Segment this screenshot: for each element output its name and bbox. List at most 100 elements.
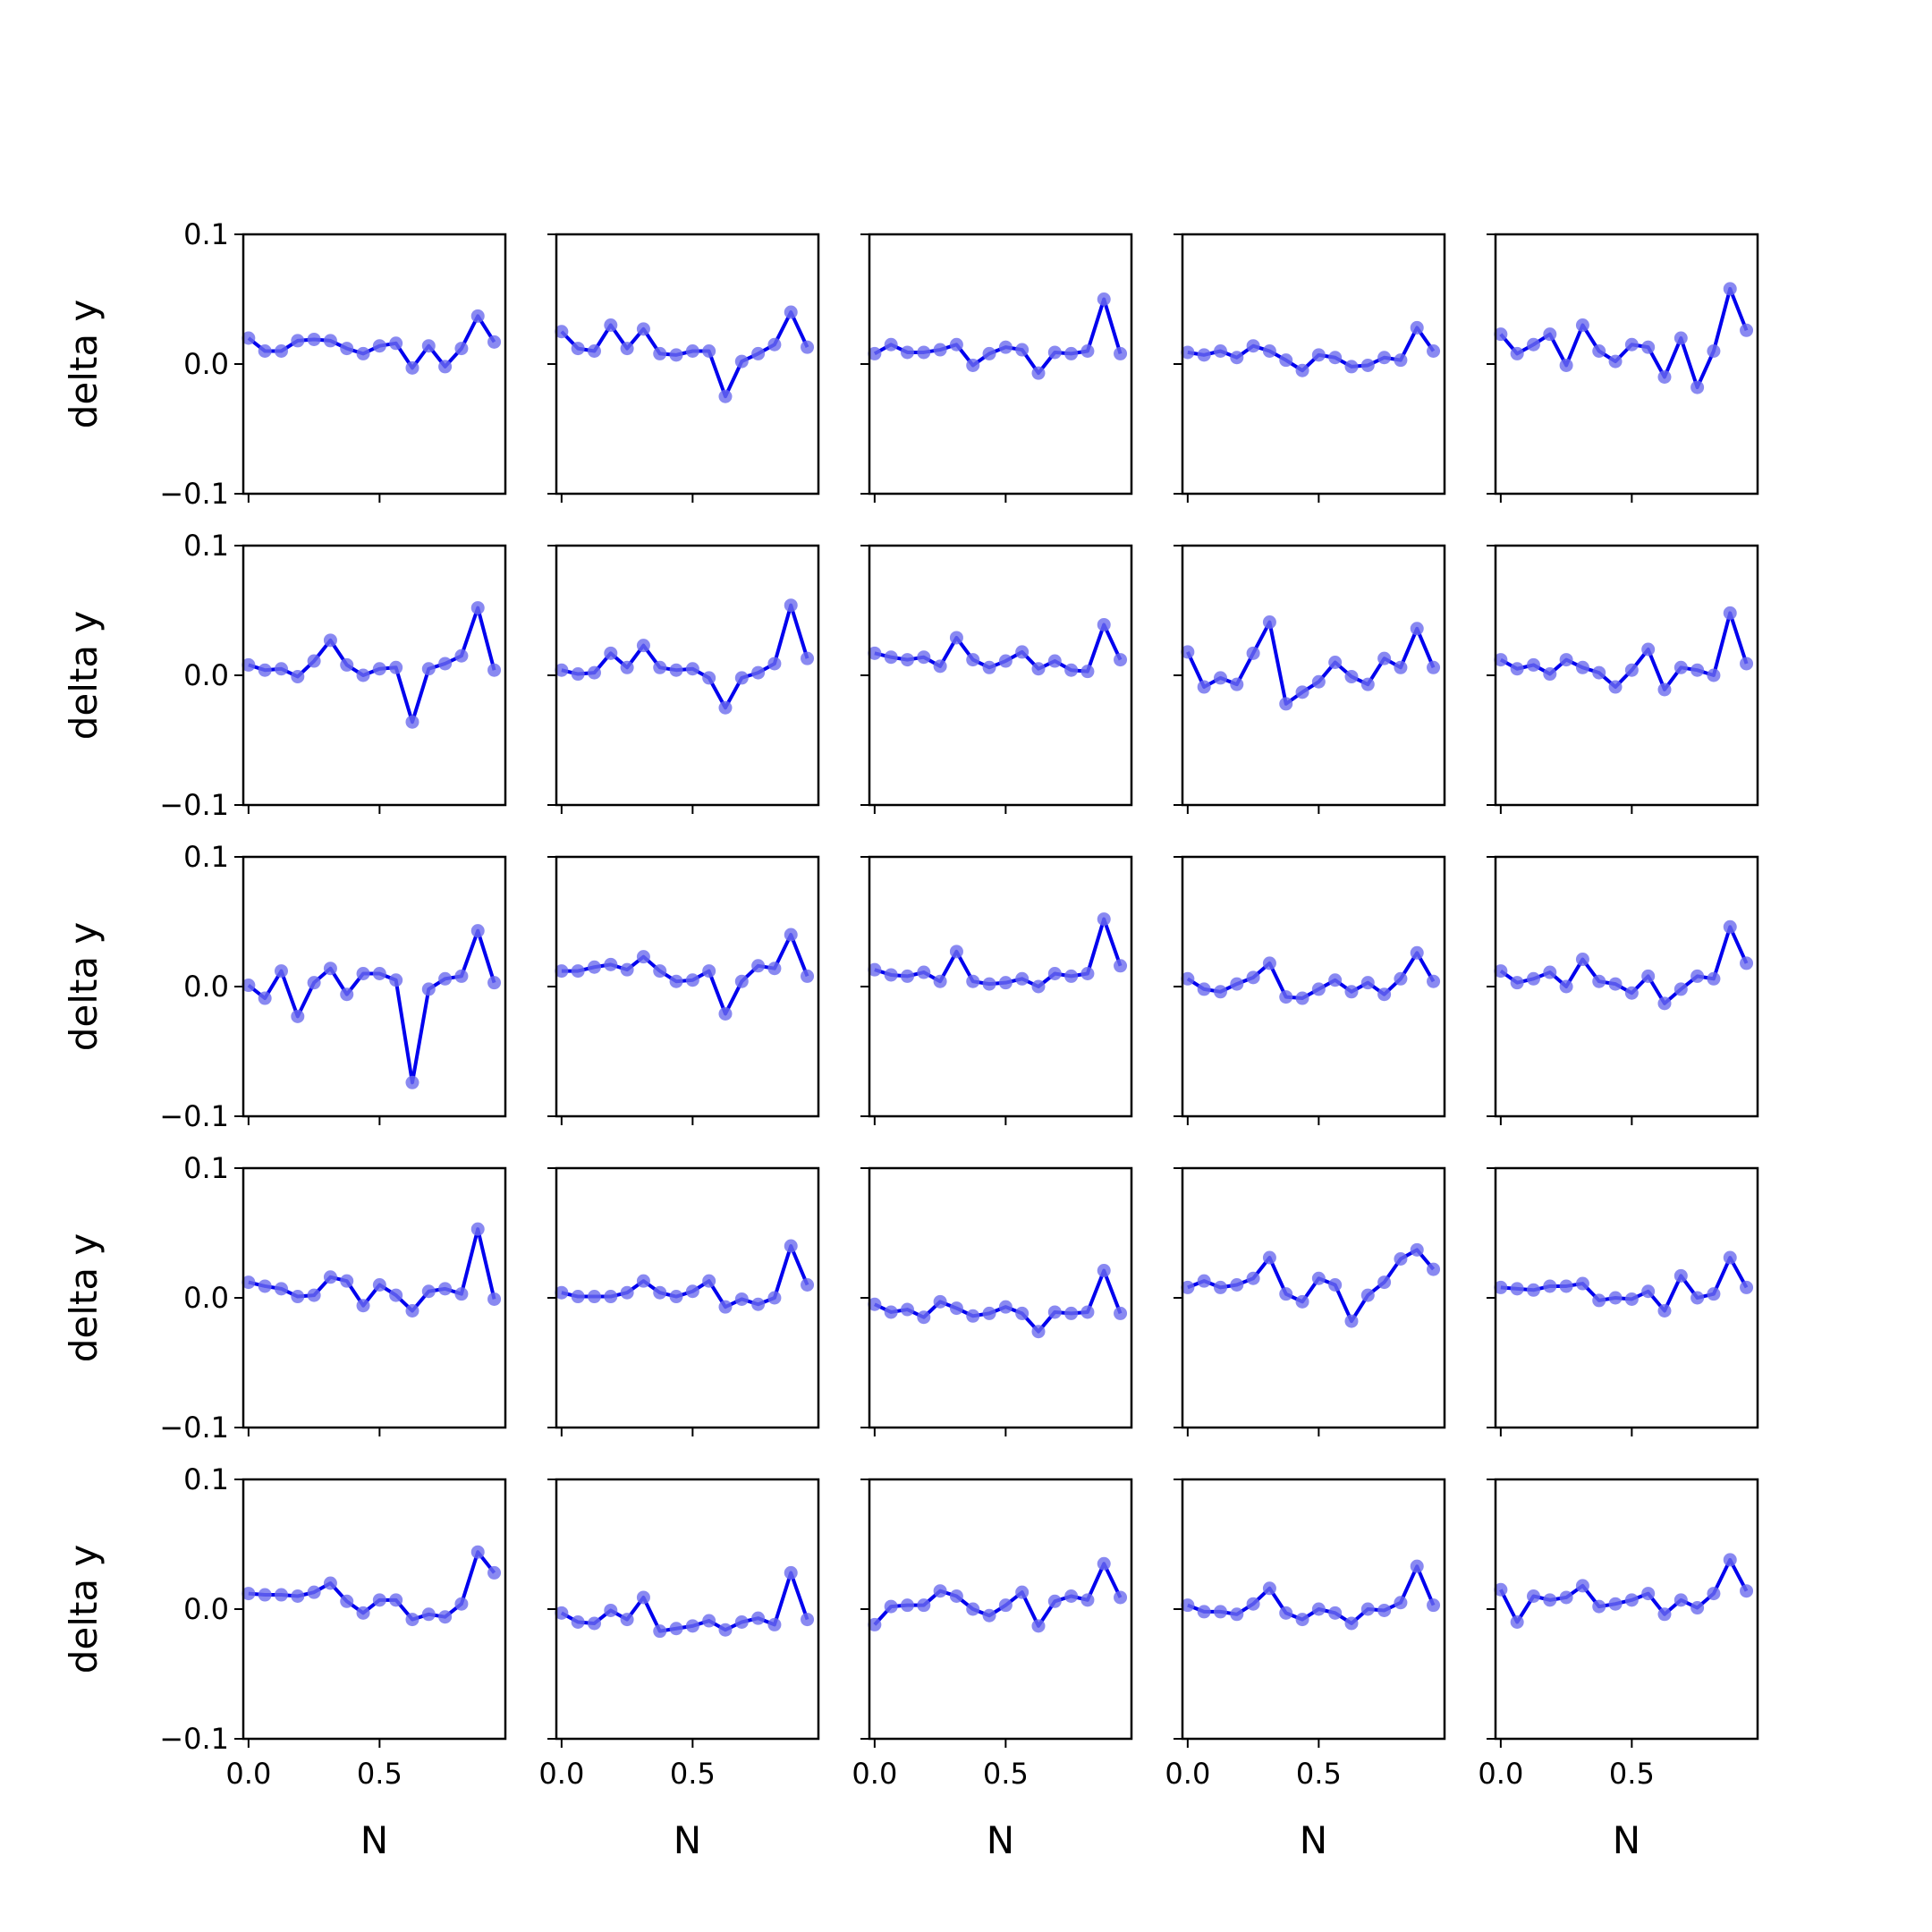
series-line [561,603,809,710]
data-point [356,967,370,980]
data-point [966,974,980,988]
data-point [933,974,947,988]
data-point [933,1294,947,1309]
data-point [900,1598,914,1613]
data-point [356,668,370,682]
panel-r2-c1: −0.1 0.0 0.1 delta y [62,529,507,822]
y-tick-label: 0.0 [183,658,229,692]
data-point [1510,976,1524,990]
series-line [874,917,1123,988]
data-point [1015,1306,1030,1320]
data-point [702,1614,716,1628]
data-point [1690,1601,1705,1615]
data-point [884,1305,898,1319]
data-point [1707,1287,1721,1301]
data-point [1559,1590,1573,1605]
data-point [421,982,436,996]
y-tick-label: 0.1 [183,840,229,874]
data-point [784,1239,798,1253]
data-point [1213,344,1227,358]
data-point [1526,971,1540,986]
data-point [470,924,485,938]
axes-frame [242,233,507,496]
data-point [438,657,453,671]
data-point [933,659,947,674]
data-point [274,1282,288,1296]
data-point [274,662,288,676]
data-point [372,967,386,980]
x-tick-label: 0.5 [1609,1757,1655,1791]
data-point [356,346,370,360]
data-point [868,1617,882,1631]
data-point [1723,606,1737,620]
data-point [405,1613,419,1627]
data-point [1097,617,1111,631]
data-point [1047,1594,1062,1608]
data-point [1641,642,1656,657]
data-point [1526,337,1540,352]
data-point [868,346,882,360]
data-point [421,662,436,676]
data-point [767,657,782,671]
data-point [982,346,996,360]
data-point [917,1310,931,1325]
panel-r1-c2 [547,233,820,503]
y-axis-label: delta y [62,300,106,429]
data-point [1114,653,1128,667]
series-line [1187,1248,1436,1324]
data-point [669,1290,683,1304]
series-line [561,933,809,1016]
data-point [389,1288,403,1302]
data-point [470,601,485,615]
panel-r5-c5: 0.0 0.5 N [1478,1478,1759,1862]
data-point [555,325,569,339]
data-point [307,1288,321,1302]
data-point [933,1584,947,1598]
data-point [487,976,502,990]
data-point [1213,1605,1227,1619]
data-point [669,1622,683,1636]
series-line [560,310,809,399]
data-point [389,336,403,351]
series-line [247,314,496,370]
data-point [1360,1602,1375,1616]
data-point [1575,318,1589,332]
data-point [1740,323,1754,337]
data-point [1295,1613,1309,1627]
data-point [1394,660,1408,674]
y-axis-label: delta y [62,922,106,1052]
data-point [900,1302,914,1317]
data-point [1608,680,1623,694]
data-point [587,1616,601,1631]
data-point [669,348,683,362]
data-point [1592,1599,1606,1614]
data-point [1707,971,1721,986]
data-point [1575,953,1589,967]
data-point [884,650,898,665]
data-point [1213,985,1227,999]
data-point [1592,665,1606,680]
data-point [1394,353,1408,368]
data-point [685,662,699,676]
data-point [323,1576,337,1590]
data-point [1311,348,1326,362]
data-point [1328,1606,1343,1620]
axes-frame [242,544,507,807]
data-point [323,334,337,348]
data-point [307,654,321,668]
axes-frame [555,1166,820,1429]
y-tick-label: 0.1 [183,1151,229,1185]
data-point [1707,344,1721,358]
data-point [454,1597,469,1611]
data-point [571,1615,585,1629]
data-point [1592,1293,1606,1308]
data-point [1740,1280,1754,1294]
panel-r2-c5 [1487,544,1759,814]
data-point [868,1297,882,1311]
data-point [291,1290,305,1304]
axes-frame [242,855,507,1118]
data-point [487,335,502,349]
data-point [685,344,699,358]
data-point [1543,1279,1557,1293]
data-point [604,957,618,971]
